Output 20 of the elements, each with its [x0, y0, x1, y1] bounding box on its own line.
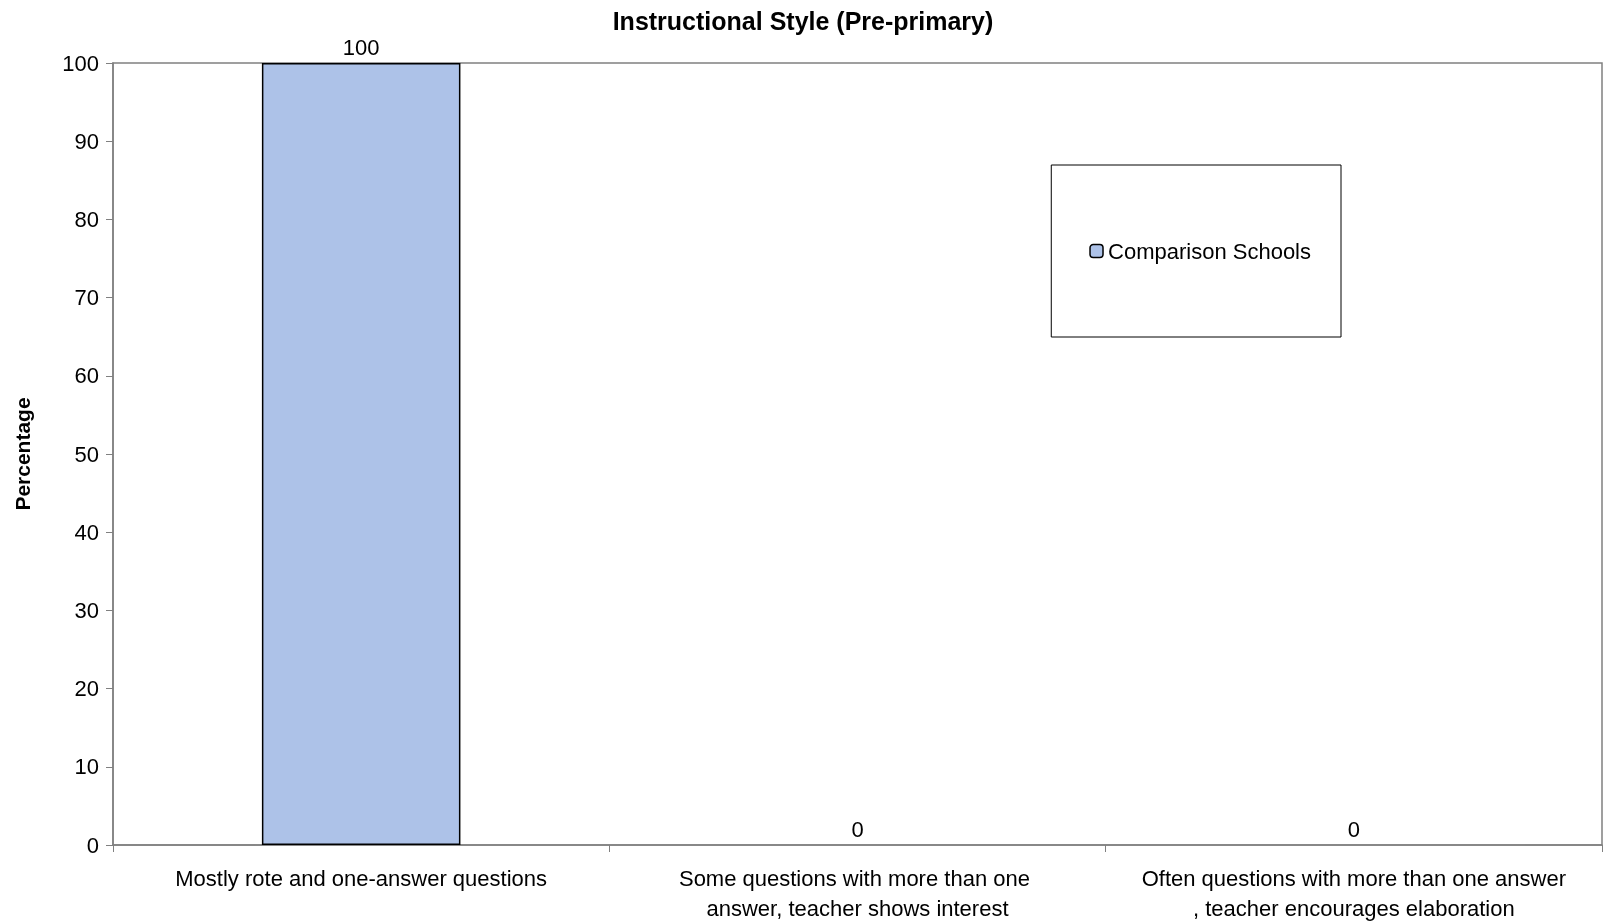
data-label: 0: [851, 816, 864, 842]
y-tick-label: 100: [62, 50, 99, 76]
y-tick-label: 20: [74, 676, 99, 702]
y-tick-label: 60: [74, 363, 99, 389]
x-tick-label: Some questions with more than one answer, teacher shows interest: [678, 865, 1037, 921]
data-label: 0: [1347, 816, 1360, 842]
y-tick-label: 0: [86, 832, 99, 858]
y-axis-title: Percentage: [11, 397, 34, 511]
x-tick-label: Mostly rote and one-answer questions: [175, 865, 548, 891]
y-tick-label: 10: [74, 754, 99, 780]
y-tick-label: 40: [74, 519, 99, 545]
legend-label: Comparison Schools: [1108, 238, 1311, 264]
data-label: 100: [342, 34, 380, 60]
y-tick-label: 30: [74, 597, 99, 623]
x-tick-label: Often questions with more than one answer, teacher encourages elaboration: [1141, 865, 1567, 921]
y-tick-label: 50: [74, 441, 99, 467]
y-tick-label: 90: [74, 128, 99, 154]
y-tick-label: 80: [74, 206, 99, 232]
y-tick-label: 70: [74, 285, 99, 311]
chart-title: Instructional Style (Pre-primary): [612, 6, 994, 35]
